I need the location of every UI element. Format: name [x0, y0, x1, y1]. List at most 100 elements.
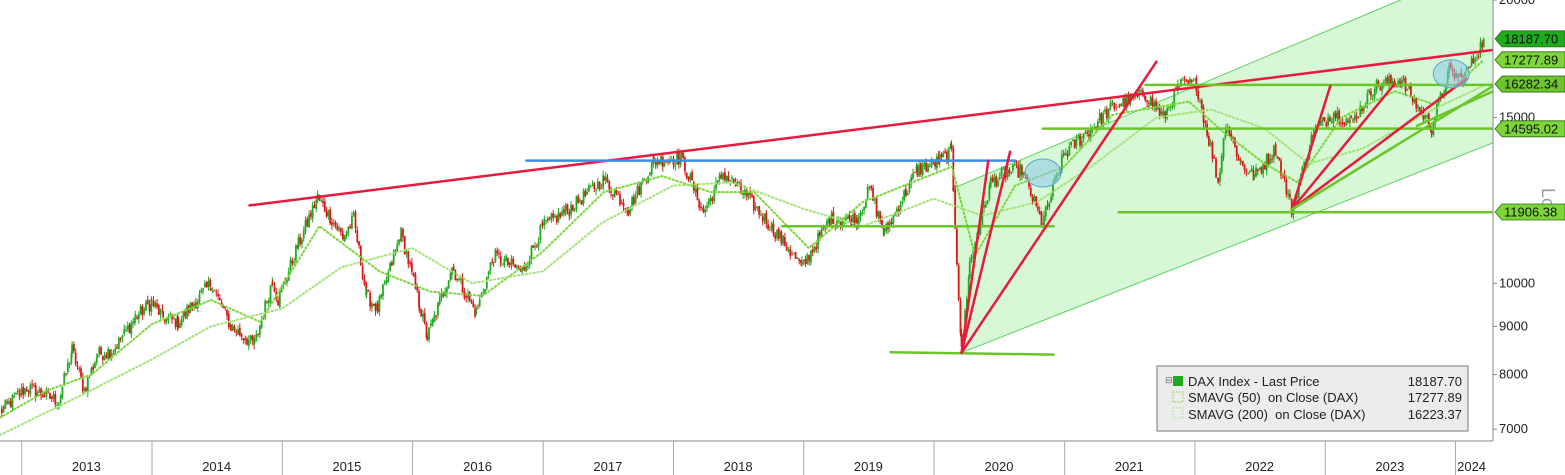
price-candle-body: [49, 392, 51, 399]
price-candle-body: [43, 396, 46, 397]
price-candle-body: [262, 318, 265, 320]
price-candle-body: [770, 222, 773, 230]
price-candle-body: [237, 329, 239, 335]
price-candle-body: [828, 218, 831, 226]
legend-collapse-icon[interactable]: ⊟: [1165, 375, 1173, 385]
price-candle-body: [716, 180, 719, 184]
price-candle-body: [701, 207, 704, 209]
price-candle-body: [90, 368, 93, 376]
price-candle-body: [437, 302, 439, 316]
price-candle-body: [1080, 140, 1083, 147]
price-candle-body: [203, 283, 206, 287]
price-candle-body: [63, 373, 66, 386]
price-candle-body: [680, 152, 683, 158]
price-candle-body: [927, 164, 929, 173]
price-candle-body: [398, 239, 400, 244]
price-candle-body: [403, 236, 406, 255]
price-candle-body: [1040, 212, 1043, 227]
price-candle-body: [957, 266, 960, 300]
price-candle-body: [875, 198, 878, 217]
price-candle-body: [1361, 107, 1363, 112]
price-candle-body: [1033, 196, 1036, 202]
price-candle-body: [685, 172, 688, 178]
price-candle-body: [484, 289, 486, 294]
price-candle-body: [367, 289, 370, 292]
price-candle-body: [1296, 196, 1298, 198]
fan-line: [960, 159, 990, 354]
price-candle-body: [1467, 67, 1470, 69]
price-candle-body: [422, 313, 424, 318]
legend-swatch-sma50: [1172, 391, 1184, 403]
price-candle-body: [1249, 170, 1251, 172]
price-candle-body: [954, 189, 957, 229]
price-candle-body: [121, 335, 124, 338]
price-candle-body: [566, 203, 569, 211]
price-candle-body: [230, 324, 232, 331]
price-candle-body: [444, 291, 446, 296]
price-candle-body: [81, 376, 84, 392]
price-candle-body: [1476, 57, 1478, 59]
price-tag: [1494, 51, 1565, 69]
price-candle-body: [45, 389, 48, 397]
price-candle-body: [687, 176, 690, 180]
price-candle-body: [36, 392, 39, 396]
price-candle-body: [1173, 88, 1176, 107]
price-candle-body: [818, 232, 821, 237]
price-candle-body: [647, 176, 650, 184]
price-candle-body: [622, 202, 625, 207]
legend-box: [1156, 365, 1469, 432]
price-candle-body: [827, 219, 830, 223]
price-candle-body: [1391, 81, 1394, 84]
price-candle-body: [856, 218, 858, 227]
price-candle-body: [506, 258, 509, 265]
price-candle-body: [345, 232, 348, 236]
price-candle-body: [1118, 104, 1121, 107]
price-candle-body: [359, 246, 362, 266]
price-candle-body: [986, 200, 989, 204]
price-candle-body: [329, 209, 332, 224]
price-candle-body: [1066, 154, 1069, 157]
price-candle-body: [273, 286, 276, 292]
y-axis-title: Lo: [1538, 188, 1558, 208]
price-candle-body: [107, 349, 110, 360]
price-candle-body: [134, 315, 137, 317]
price-candle-body: [689, 174, 692, 181]
price-candle-body: [394, 250, 397, 253]
price-candle-body: [425, 323, 428, 339]
price-candle-body: [800, 259, 802, 264]
price-candle-body: [885, 224, 888, 231]
price-candle-body: [442, 294, 445, 296]
price-candle-body: [1283, 173, 1286, 179]
price-candle-body: [691, 172, 693, 181]
price-candle-body: [501, 264, 504, 266]
price-candle-body: [1102, 113, 1105, 124]
x-tick-label: 2020: [985, 459, 1014, 474]
price-candle-body: [555, 215, 558, 223]
price-candle-body: [1006, 170, 1009, 178]
x-tick-label: 2015: [332, 459, 361, 474]
x-tick-label: 2024: [1457, 459, 1486, 474]
price-candle-body: [351, 215, 353, 229]
price-candle-body: [515, 265, 518, 268]
price-candle-body: [510, 258, 513, 266]
price-candle-body: [1211, 142, 1214, 159]
x-tick-label: 2013: [72, 459, 101, 474]
price-candle-body: [193, 304, 196, 308]
price-candle-body: [1185, 79, 1188, 82]
price-candle-body: [347, 226, 350, 233]
price-candle-body: [1084, 132, 1087, 134]
price-candle-body: [1267, 153, 1270, 164]
y-tick-label: 9000: [1499, 318, 1528, 333]
price-candle-body: [813, 246, 816, 252]
price-candle-body: [186, 306, 188, 319]
price-candle-body: [33, 385, 35, 387]
price-candle-body: [1140, 90, 1142, 92]
price-candle-body: [573, 209, 576, 211]
price-candle-body: [70, 353, 73, 363]
price-candle-body: [171, 315, 173, 320]
price-candle-body: [18, 393, 21, 397]
price-candle-body: [1338, 110, 1341, 123]
price-candle-body: [1237, 158, 1240, 161]
x-tick-label: 2017: [593, 459, 622, 474]
